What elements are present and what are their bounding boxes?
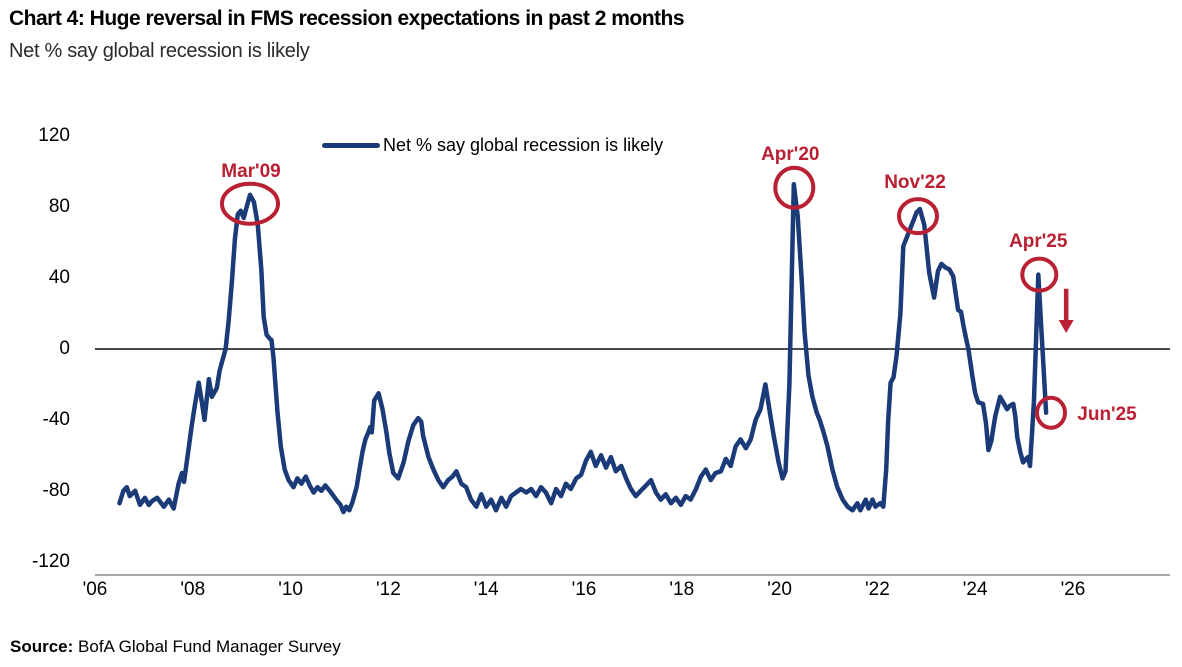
x-tick-label-2010: '10 <box>278 579 303 600</box>
annotation-circle-mar09 <box>220 181 280 226</box>
x-tick-label-2016: '16 <box>571 579 597 600</box>
source-note: Source: BofA Global Fund Manager Survey <box>10 637 341 657</box>
y-tick-label-0: 0 <box>59 338 70 359</box>
recession-series-line <box>117 181 1049 515</box>
y-tick-label--120: -120 <box>31 550 70 572</box>
y-tick-label-120: 120 <box>38 125 70 147</box>
annotation-label-apr20: Apr'20 <box>761 143 820 165</box>
chart-title: Chart 4: Huge reversal in FMS recession … <box>9 7 685 30</box>
x-tick-label-2014: '14 <box>473 579 499 600</box>
chart-legend: Net % say global recession is likely <box>322 133 663 157</box>
x-tick-label-2008: '08 <box>180 579 206 600</box>
annotation-label-nov22: Nov'22 <box>884 172 946 194</box>
x-tick-label-2024: '24 <box>962 579 988 600</box>
x-tick-label-2026: '26 <box>1060 579 1086 600</box>
annotation-label-apr25: Apr'25 <box>1009 230 1068 252</box>
annotation-circle-nov22 <box>897 197 939 236</box>
x-tick-label-2020: '20 <box>767 579 792 600</box>
source-label: Source: <box>10 637 74 656</box>
y-tick-label-40: 40 <box>48 267 70 289</box>
y-tick-label--40: -40 <box>42 408 70 430</box>
annotation-circle-jun25 <box>1035 395 1067 430</box>
y-tick-label--80: -80 <box>42 479 70 501</box>
annotation-label-mar09: Mar'09 <box>221 160 281 182</box>
x-tick-label-2012: '12 <box>376 579 401 600</box>
legend-label: Net % say global recession is likely <box>383 134 664 155</box>
annotation-arrow-head-reversal-arrow <box>1058 320 1074 334</box>
y-tick-label-80: 80 <box>48 196 70 218</box>
annotation-circle-apr25 <box>1020 256 1059 293</box>
x-tick-label-2006: '06 <box>82 579 108 600</box>
annotation-circle-apr20 <box>773 165 816 210</box>
chart-subtitle: Net % say global recession is likely <box>9 40 310 62</box>
source-text: BofA Global Fund Manager Survey <box>73 637 341 656</box>
x-tick-label-2022: '22 <box>865 579 890 600</box>
x-tick-label-2018: '18 <box>669 579 695 600</box>
legend-line-swatch <box>322 142 380 148</box>
annotation-label-jun25: Jun'25 <box>1077 403 1137 425</box>
